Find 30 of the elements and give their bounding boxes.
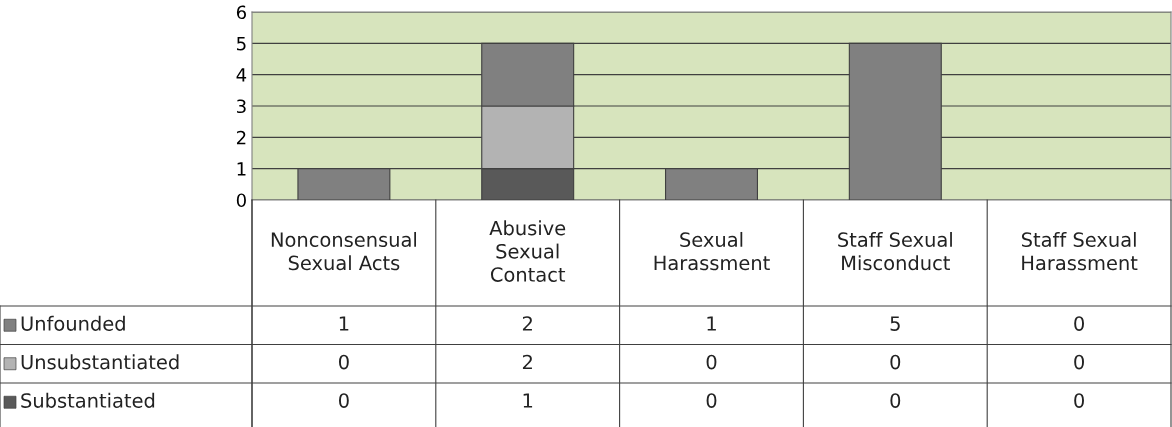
data-label: 1 (707, 316, 716, 331)
x-tick-label: Nonconsensual Sexual Acts (271, 231, 417, 271)
x-tick-label: Staff Sexual Misconduct (838, 231, 952, 271)
data-label: 1 (339, 316, 349, 331)
legend-label: Substantiated (21, 392, 155, 408)
data-label: 0 (890, 354, 901, 370)
y-tick-label: 0 (236, 193, 246, 208)
y-tick-label: 6 (236, 5, 246, 20)
data-label: 0 (1074, 354, 1084, 370)
data-label: 2 (522, 316, 532, 331)
data-label: 0 (339, 354, 349, 370)
data-label: 0 (339, 393, 349, 408)
data-label: 0 (706, 354, 717, 370)
y-tick-label: 4 (236, 68, 247, 82)
y-tick-label: 1 (237, 162, 246, 176)
y-tick-label: 3 (237, 99, 246, 114)
legend-label: Unfounded (21, 315, 125, 331)
data-label: 2 (522, 354, 532, 370)
data-label: 1 (523, 393, 533, 408)
data-label: 5 (890, 316, 900, 331)
y-tick-label: 5 (237, 37, 246, 51)
x-tick-label: Staff Sexual Harassment (1021, 231, 1138, 271)
data-label: 0 (890, 393, 901, 408)
data-label: 0 (1074, 393, 1084, 408)
legend-label: Unsubstantiated (21, 354, 179, 370)
data-label: 0 (1074, 316, 1084, 331)
data-label: 0 (706, 393, 717, 408)
x-tick-label: Abusive Sexual Contact (489, 220, 566, 282)
y-tick-label: 2 (236, 130, 246, 145)
x-tick-label: Sexual Harassment (654, 231, 770, 271)
